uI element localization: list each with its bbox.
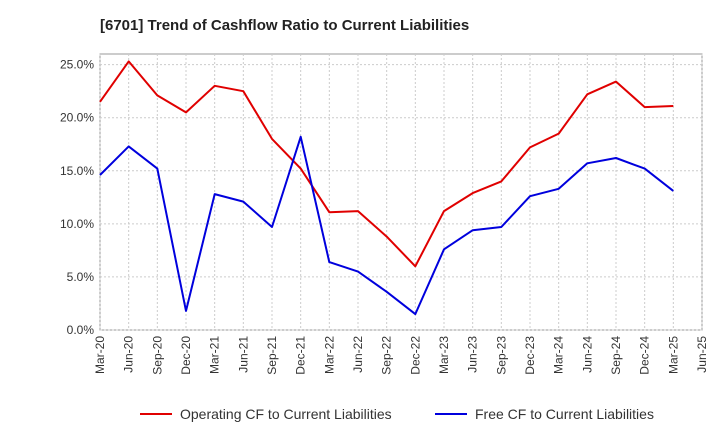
series-line-free-cf [99,135,674,316]
x-tick-label: Dec-23 [523,336,537,375]
x-tick-label: Mar-25 [666,336,680,374]
x-tick-label: Sep-21 [265,336,279,375]
x-tick-label: Dec-21 [294,336,308,375]
y-axis-ticks: 0.0% 5.0% 10.0% 15.0% 20.0% 25.0% [60,58,94,337]
x-tick-label: Jun-25 [695,336,709,373]
x-tick-label: Jun-20 [122,336,136,373]
x-tick-label: Sep-20 [150,336,164,375]
x-tick-label: Dec-24 [638,336,652,375]
x-tick-label: Sep-24 [609,336,623,375]
grid-lines [99,54,703,331]
chart-title: [6701] Trend of Cashflow Ratio to Curren… [100,17,469,34]
series-lines [99,60,674,316]
y-tick-label: 10.0% [60,217,94,231]
x-tick-label: Sep-23 [494,336,508,375]
x-tick-label: Mar-24 [552,336,566,374]
x-tick-label: Jun-24 [580,336,594,373]
y-tick-label: 5.0% [67,270,95,284]
legend: Operating CF to Current Liabilities Free… [140,406,654,422]
y-tick-label: 0.0% [67,323,95,337]
y-tick-label: 25.0% [60,58,94,72]
y-tick-label: 15.0% [60,164,94,178]
x-tick-label: Mar-20 [93,336,107,374]
x-tick-label: Jun-23 [466,336,480,373]
x-axis-ticks: Mar-20 Jun-20 Sep-20 Dec-20 Mar-21 Jun-21 Sep-… [93,336,709,375]
y-tick-label: 20.0% [60,111,94,125]
x-tick-label: Sep-22 [380,336,394,375]
x-tick-label: Mar-22 [322,336,336,374]
plot-area [99,53,703,331]
legend-label-operating-cf: Operating CF to Current Liabilities [180,406,392,422]
legend-label-free-cf: Free CF to Current Liabilities [475,406,654,422]
x-tick-label: Mar-23 [437,336,451,374]
series-line-operating-cf [99,60,674,268]
x-tick-label: Dec-20 [179,336,193,375]
x-tick-label: Jun-21 [236,336,250,373]
x-tick-label: Jun-22 [351,336,365,373]
x-tick-label: Dec-22 [408,336,422,375]
x-tick-label: Mar-21 [208,336,222,374]
